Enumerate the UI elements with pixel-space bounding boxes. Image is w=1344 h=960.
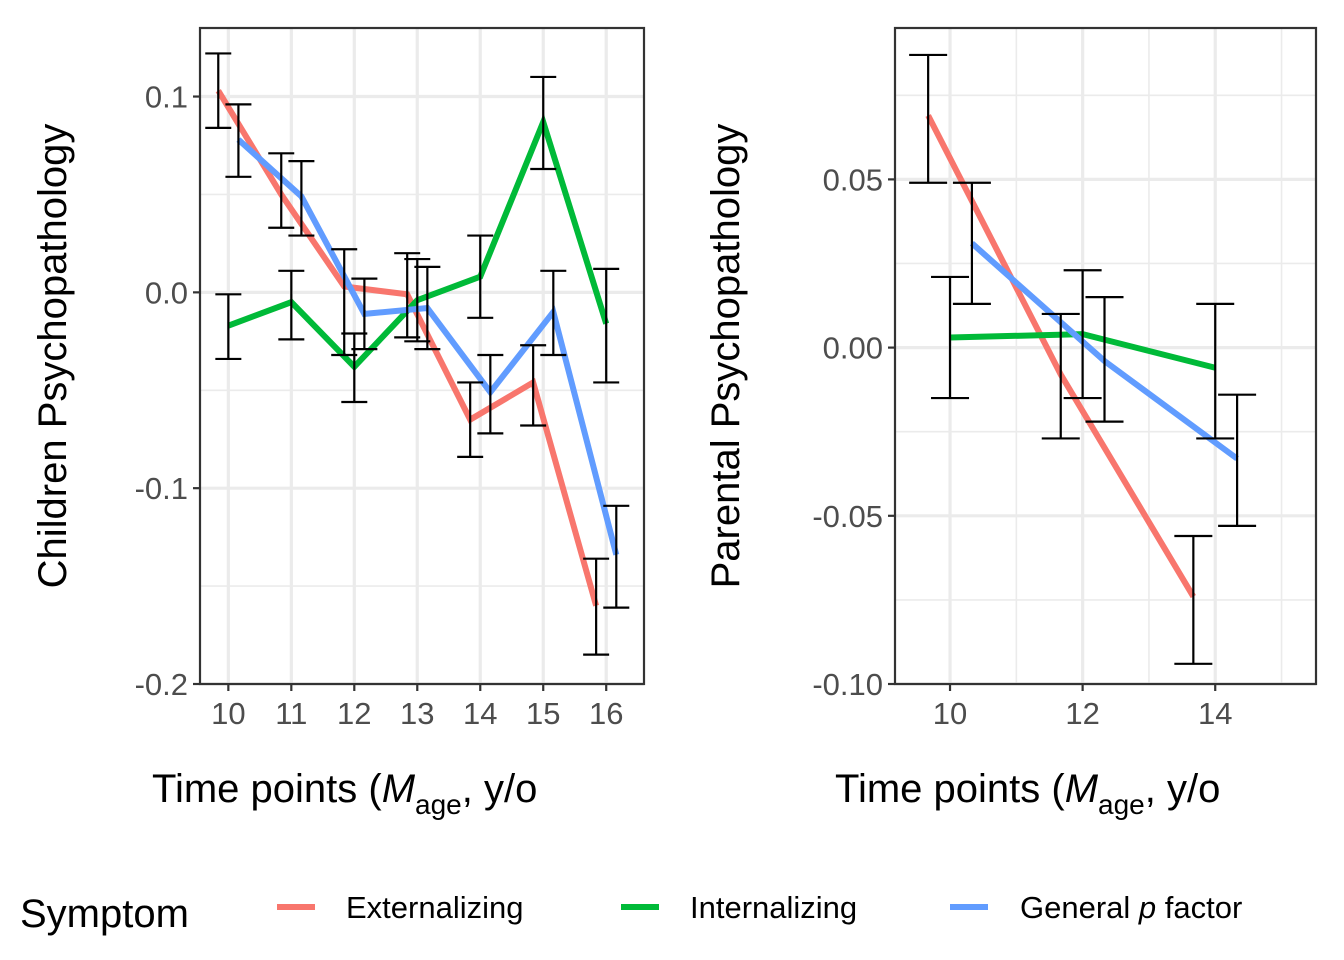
panel-parental: 0.05 0.00 -0.05 -0.10 10 12 14 — [812, 26, 1318, 731]
error-bar-general — [1085, 296, 1124, 423]
error-bar-general — [225, 103, 252, 178]
x-axis-title-subscript: age — [415, 789, 462, 820]
x-tick-label: 12 — [337, 696, 371, 731]
error-bar-externalizing — [1041, 312, 1080, 440]
plot-background — [200, 28, 644, 684]
y-axis-title-right: Parental Psychopathology — [704, 124, 748, 589]
panel-children: 0.1 0.0 -0.1 -0.2 10 11 12 13 14 15 16 — [135, 26, 646, 731]
legend-label-externalizing: Externalizing — [346, 890, 523, 925]
x-axis-title-prefix: Time points ( — [835, 767, 1065, 811]
error-bar-internalizing — [1063, 269, 1102, 400]
error-bar-general — [351, 277, 378, 351]
error-bar-internalizing — [278, 269, 305, 341]
y-tick-label: 0.05 — [823, 162, 883, 197]
x-axis-title-italic: M — [382, 767, 416, 811]
error-bar-externalizing — [457, 381, 484, 458]
error-bar-externalizing — [331, 248, 358, 357]
x-tick-label: 15 — [526, 696, 560, 731]
error-bar-externalizing — [205, 52, 232, 129]
x-tick-label: 13 — [400, 696, 434, 731]
legend: Symptom Externalizing Internalizing Gene… — [20, 890, 1242, 936]
x-axis-title-subscript: age — [1098, 789, 1145, 820]
x-tick-label: 12 — [1065, 696, 1099, 731]
x-tick-label: 11 — [275, 696, 307, 731]
y-tick-label: 0.0 — [145, 275, 188, 310]
error-bar-internalizing — [530, 75, 557, 171]
legend-label-general-prefix: General — [1020, 890, 1139, 925]
x-axis-title-right: Time points (Mage, y/o — [835, 767, 1220, 820]
legend-title: Symptom — [20, 892, 189, 936]
error-bar-internalizing — [1196, 302, 1235, 440]
error-bar-general — [540, 269, 567, 357]
x-axis-title-italic: M — [1065, 767, 1099, 811]
error-bar-externalizing — [583, 557, 610, 656]
x-tick-label: 10 — [211, 696, 245, 731]
legend-label-general-suffix: factor — [1156, 890, 1242, 925]
x-tick-label: 16 — [589, 696, 623, 731]
x-axis-title-prefix: Time points ( — [152, 767, 382, 811]
y-tick-label: -0.05 — [812, 499, 883, 534]
error-bar-general — [603, 504, 630, 609]
y-tick-label: 0.1 — [145, 80, 188, 115]
error-bar-internalizing — [931, 275, 970, 400]
x-tick-label: 10 — [933, 696, 967, 731]
x-axis-title-suffix: , y/o — [462, 767, 538, 811]
plot-frame — [198, 26, 646, 686]
error-bar-internalizing — [467, 234, 494, 319]
error-bar-general — [477, 353, 504, 435]
x-axis-title-suffix: , y/o — [1145, 767, 1221, 811]
x-axis-title-left: Time points (Mage, y/o — [152, 767, 537, 820]
error-bar-externalizing — [1174, 534, 1213, 665]
y-tick-label: -0.1 — [135, 471, 188, 506]
error-bar-internalizing — [593, 267, 620, 384]
error-bar-general — [288, 160, 315, 237]
legend-label-general-italic: p — [1138, 890, 1156, 925]
error-bar-general — [414, 265, 441, 351]
error-bar-externalizing — [909, 53, 948, 184]
error-bar-externalizing — [394, 252, 421, 339]
error-bar-general — [1218, 393, 1257, 527]
legend-label-internalizing: Internalizing — [690, 890, 857, 925]
y-tick-label: -0.10 — [812, 667, 883, 702]
error-bar-internalizing — [341, 332, 368, 404]
error-bar-internalizing — [404, 257, 431, 343]
error-bar-externalizing — [520, 344, 547, 427]
y-axis-title-left: Children Psychopathology — [31, 124, 75, 589]
y-tick-label: 0.00 — [823, 331, 883, 366]
error-bar-externalizing — [268, 152, 295, 229]
x-tick-label: 14 — [463, 696, 497, 731]
plot-frame — [893, 26, 1318, 686]
legend-label-general: General p factor — [1020, 890, 1242, 925]
error-bar-general — [952, 181, 991, 305]
error-bar-internalizing — [215, 293, 242, 361]
x-tick-label: 14 — [1198, 696, 1232, 731]
y-tick-label: -0.2 — [135, 667, 188, 702]
